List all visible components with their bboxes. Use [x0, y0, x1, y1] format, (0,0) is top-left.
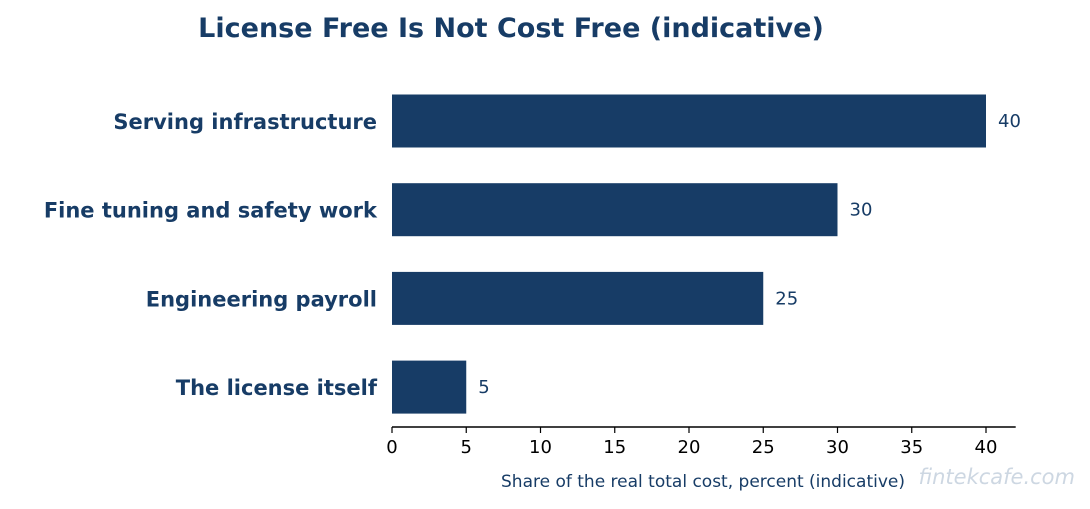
- bar: [392, 94, 986, 148]
- x-axis-title: Share of the real total cost, percent (i…: [501, 472, 905, 492]
- bar: [392, 271, 764, 325]
- chart-title: License Free Is Not Cost Free (indicativ…: [198, 13, 824, 44]
- watermark-text: fintekcafe.com: [919, 465, 1075, 489]
- bars-group: [392, 94, 986, 414]
- value-label: 5: [478, 377, 489, 398]
- x-tick-label: 25: [752, 437, 775, 458]
- value-label: 30: [850, 200, 873, 221]
- x-tick-label: 20: [678, 437, 701, 458]
- category-label: Serving infrastructure: [113, 110, 377, 134]
- category-label: Engineering payroll: [146, 287, 377, 311]
- x-tick-label: 5: [461, 437, 472, 458]
- category-label: Fine tuning and safety work: [44, 199, 378, 223]
- x-tick-label: 15: [603, 437, 626, 458]
- category-labels: Serving infrastructure Fine tuning and sa…: [44, 110, 378, 400]
- bar: [392, 360, 467, 414]
- x-axis: 0 5 10 15 20 25 30 35 40: [386, 426, 1016, 458]
- x-tick-label: 10: [529, 437, 552, 458]
- x-tick-label: 35: [900, 437, 923, 458]
- value-label: 25: [775, 288, 798, 309]
- x-tick-label: 40: [975, 437, 998, 458]
- value-label: 40: [998, 111, 1021, 132]
- x-tick-label: 30: [826, 437, 849, 458]
- value-labels: 40 30 25 5: [478, 111, 1021, 398]
- bar: [392, 183, 838, 237]
- category-label: The license itself: [176, 376, 378, 400]
- x-tick-label: 0: [386, 437, 397, 458]
